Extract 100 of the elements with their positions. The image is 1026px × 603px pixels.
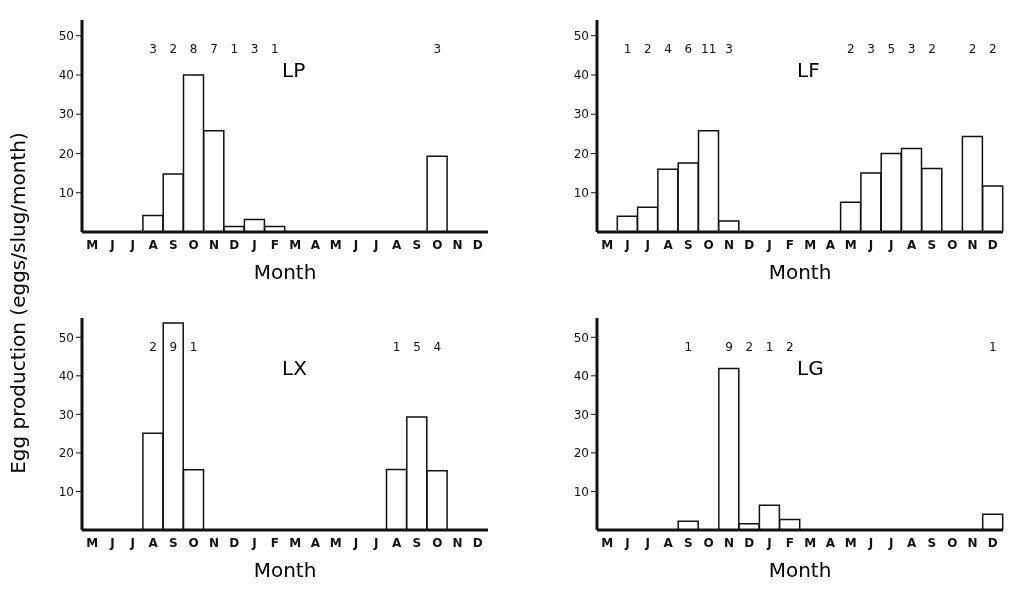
annotation: 5 [413, 340, 421, 355]
x-tick-label: J [109, 535, 115, 550]
x-tick-label: J [129, 535, 135, 550]
annotation: 2 [968, 42, 977, 57]
x-tick-label: M [804, 237, 817, 252]
x-tick-label: O [703, 237, 714, 252]
x-tick-label: J [129, 237, 135, 252]
y-tick-label: 30 [573, 107, 589, 122]
x-tick-label: M [289, 237, 302, 252]
y-tick-label: 30 [58, 107, 74, 122]
x-tick-label: A [907, 237, 917, 252]
x-tick-label: O [947, 237, 958, 252]
x-tick-label: J [109, 237, 115, 252]
y-tick-label: 50 [573, 330, 589, 345]
x-tick-label: D [472, 535, 483, 550]
x-tick-label: M [86, 535, 99, 550]
x-tick-label: J [251, 237, 257, 252]
x-tick-label: M [844, 535, 857, 550]
annotation: 7 [210, 42, 218, 57]
x-tick-label: N [452, 237, 463, 252]
x-tick-label: J [624, 535, 630, 550]
annotation: 3 [907, 42, 916, 57]
y-tick-label: 50 [58, 330, 74, 345]
annotation: 3 [433, 42, 442, 57]
text: LG [797, 356, 824, 381]
x-tick-label: O [188, 535, 199, 550]
annotation: 2 [169, 42, 178, 57]
annotation: 1 [684, 340, 693, 355]
x-tick-label: J [373, 535, 379, 550]
x-tick-label: M [804, 535, 817, 550]
x-tick-label: A [825, 535, 836, 550]
x-tick-label: S [412, 237, 422, 252]
annotation: 1 [230, 42, 239, 57]
x-tick-label: J [867, 237, 874, 252]
y-tick-label: 10 [573, 186, 589, 200]
annotation: 4 [664, 42, 672, 57]
annotation: 1 [765, 340, 774, 355]
annotation: 2 [643, 42, 652, 57]
x-axis-title: Month [767, 558, 833, 582]
x-axis-title: Month [252, 260, 318, 284]
annotation: 9 [725, 340, 733, 355]
x-tick-label: S [927, 237, 937, 252]
x-tick-label: N [723, 535, 734, 550]
annotation: 1 [623, 42, 632, 57]
x-tick-label: N [208, 237, 219, 252]
x-tick-label: F [785, 237, 794, 252]
y-axis-title: Egg production (eggs/slug/month) [6, 132, 30, 474]
x-tick-label: S [412, 535, 422, 550]
x-tick-label: M [289, 535, 302, 550]
x-tick-label: N [967, 535, 978, 550]
x-tick-label: O [432, 237, 443, 252]
x-tick-label: D [744, 535, 755, 550]
y-tick-label: 30 [58, 407, 74, 422]
annotation: 3 [725, 42, 733, 57]
x-tick-label: O [188, 237, 199, 252]
x-tick-label: A [663, 237, 674, 252]
annotation: 2 [745, 340, 754, 355]
x-tick-label: D [744, 237, 755, 252]
x-tick-label: S [169, 237, 178, 252]
x-tick-label: D [987, 535, 998, 550]
x-tick-label: D [472, 237, 483, 252]
x-tick-label: A [907, 535, 917, 550]
text: LX [282, 356, 307, 381]
annotation: 1 [189, 340, 198, 355]
x-tick-label: F [785, 535, 794, 550]
y-tick-label: 10 [58, 484, 74, 499]
y-tick-label: 40 [573, 68, 589, 83]
x-tick-label: N [452, 535, 463, 550]
x-tick-label: S [684, 237, 693, 252]
x-tick-label: A [663, 535, 674, 550]
x-axis-title: Month [767, 260, 833, 284]
x-tick-label: A [148, 237, 159, 252]
y-tick-label: 20 [58, 146, 74, 161]
annotation: 6 [684, 42, 693, 57]
x-tick-label: D [229, 237, 240, 252]
annotation: 3 [250, 42, 259, 57]
annotation: 11 [701, 42, 717, 57]
y-tick-label: 10 [573, 484, 589, 499]
x-tick-label: M [86, 237, 99, 252]
x-tick-label: J [251, 535, 257, 550]
x-tick-label: A [392, 237, 402, 252]
x-tick-label: A [310, 237, 321, 252]
x-tick-label: J [352, 237, 359, 252]
x-tick-label: A [148, 535, 159, 550]
y-tick-label: 30 [573, 407, 589, 422]
x-tick-label: M [844, 237, 857, 252]
x-tick-label: F [270, 237, 279, 252]
annotation: 2 [149, 340, 157, 355]
x-tick-label: J [766, 535, 772, 550]
y-tick-label: 20 [58, 446, 74, 461]
annotation: 8 [189, 42, 198, 57]
y-tick-label: 20 [573, 146, 589, 161]
x-tick-label: M [329, 237, 342, 252]
x-tick-label: D [229, 535, 240, 550]
annotation: 2 [786, 340, 794, 355]
annotation: 1 [989, 340, 997, 355]
x-tick-label: N [723, 237, 734, 252]
x-tick-label: M [329, 535, 342, 550]
annotation: 1 [392, 340, 401, 355]
x-tick-label: M [601, 237, 614, 252]
